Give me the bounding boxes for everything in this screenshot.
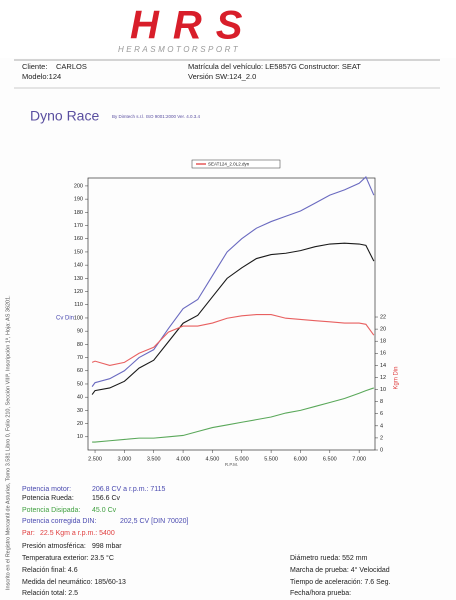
version: Versión SW:124_2.0 [188, 72, 256, 81]
result-label: Potencia Rueda: [22, 495, 74, 502]
y2-tick-label: 6 [380, 411, 383, 417]
y2-tick-label: 14 [380, 363, 386, 369]
legend-label: SEAT124_2.0L2.dyn [208, 162, 250, 167]
y-tick-label: 60 [77, 368, 83, 374]
result-value: 22.5 Kgm a r.p.m.: 5400 [40, 530, 115, 537]
series-line [92, 387, 375, 443]
detail: Relación total: 2.5 [22, 590, 78, 597]
model: Modelo:124 [22, 72, 61, 81]
series-line [91, 314, 375, 366]
detail: Diámetro rueda: 552 mm [290, 555, 368, 562]
detail: Fecha/hora prueba: [290, 590, 351, 597]
y2-tick-label: 22 [380, 314, 386, 320]
y-tick-label: 50 [77, 381, 83, 387]
result-label: Potencia Disipada: [22, 507, 80, 514]
client: CARLOS [56, 62, 87, 71]
y-tick-label: 20 [77, 421, 83, 427]
detail: Temperatura exterior: 23.5 °C [22, 554, 114, 562]
y-tick-label: 150 [74, 249, 83, 255]
result-label: Potencia corregida DIN: [22, 518, 96, 525]
y-tick-label: 130 [74, 276, 83, 282]
y2-tick-label: 0 [380, 447, 383, 453]
legend-box [191, 159, 281, 169]
y-tick-label: 30 [77, 408, 83, 414]
y-tick-label: 180 [74, 210, 83, 216]
y2-tick-label: 18 [380, 339, 386, 345]
result-value: 202,5 CV [DIN 70020] [120, 518, 189, 525]
y-tick-label: 100 [74, 315, 83, 321]
logo-band [0, 0, 456, 58]
result-value: 156.6 Cv [92, 495, 121, 502]
y2-tick-label: 10 [380, 387, 386, 393]
y2-tick-label: 2 [380, 435, 383, 441]
result-label: Presión atmosférica: [22, 543, 86, 550]
report-title: Dyno Race [30, 108, 99, 124]
y-axis-label: Cv Din [56, 316, 74, 322]
result-value: 45.0 Cv [92, 507, 117, 514]
x-tick-label: 6.000 [294, 456, 308, 462]
side-note: Inscrito en el Registro Mercantil de Ast… [4, 295, 11, 590]
result-value: 998 mbar [92, 543, 122, 550]
y2-axis-label: Kgm Din [394, 366, 400, 389]
result-value: 206.8 CV a r.p.m.: 7115 [92, 486, 166, 493]
x-tick-label: 3.500 [147, 456, 161, 462]
x-axis-label: R.P.M. [225, 462, 238, 467]
x-tick-label: 5.500 [264, 456, 278, 462]
x-tick-label: 4.500 [206, 456, 220, 462]
y2-tick-label: 4 [380, 423, 383, 429]
y-tick-label: 170 [74, 223, 83, 229]
y2-tick-label: 20 [380, 327, 386, 333]
x-tick-label: 2.500 [88, 456, 102, 462]
result-label: Potencia motor: [22, 486, 71, 493]
y-tick-label: 190 [74, 197, 83, 203]
y-tick-label: 70 [77, 355, 83, 361]
client-label: Cliente: [22, 62, 47, 71]
y-tick-label: 160 [74, 236, 83, 242]
plate: Matrícula del vehículo: LE5857G Construc… [188, 62, 361, 71]
y-tick-label: 80 [77, 342, 83, 348]
y-tick-label: 90 [77, 329, 83, 335]
x-tick-label: 3.000 [118, 456, 132, 462]
y2-tick-label: 12 [380, 375, 386, 381]
x-tick-label: 5.000 [235, 456, 249, 462]
y-tick-label: 200 [74, 183, 83, 189]
x-tick-label: 6.500 [323, 456, 337, 462]
report-subtitle: By Dimtech s.r.l. ISO 9001:2000 Ver. 4.0… [112, 114, 201, 119]
logo: HRS [130, 4, 256, 48]
y2-tick-label: 16 [380, 351, 386, 357]
y2-tick-label: 8 [380, 399, 383, 405]
series-line [91, 242, 375, 395]
detail: Tiempo de aceleración: 7.6 Seg. [290, 579, 391, 586]
detail: Relación final: 4.6 [22, 567, 78, 574]
plot-frame [87, 177, 376, 451]
series-line [91, 176, 375, 387]
y-tick-label: 40 [77, 395, 83, 401]
y-tick-label: 140 [74, 263, 83, 269]
detail: Marcha de prueba: 4° Velocidad [290, 566, 390, 574]
x-tick-label: 7.000 [352, 456, 366, 462]
y-tick-label: 110 [74, 302, 83, 308]
x-tick-label: 4.000 [176, 456, 190, 462]
result-label: Par: [22, 530, 35, 537]
logo-subtitle: HERASMOTORSPORT [118, 45, 240, 54]
detail: Medida del neumático: 185/60-13 [22, 579, 126, 586]
y-tick-label: 120 [74, 289, 83, 295]
y-tick-label: 10 [77, 434, 83, 440]
